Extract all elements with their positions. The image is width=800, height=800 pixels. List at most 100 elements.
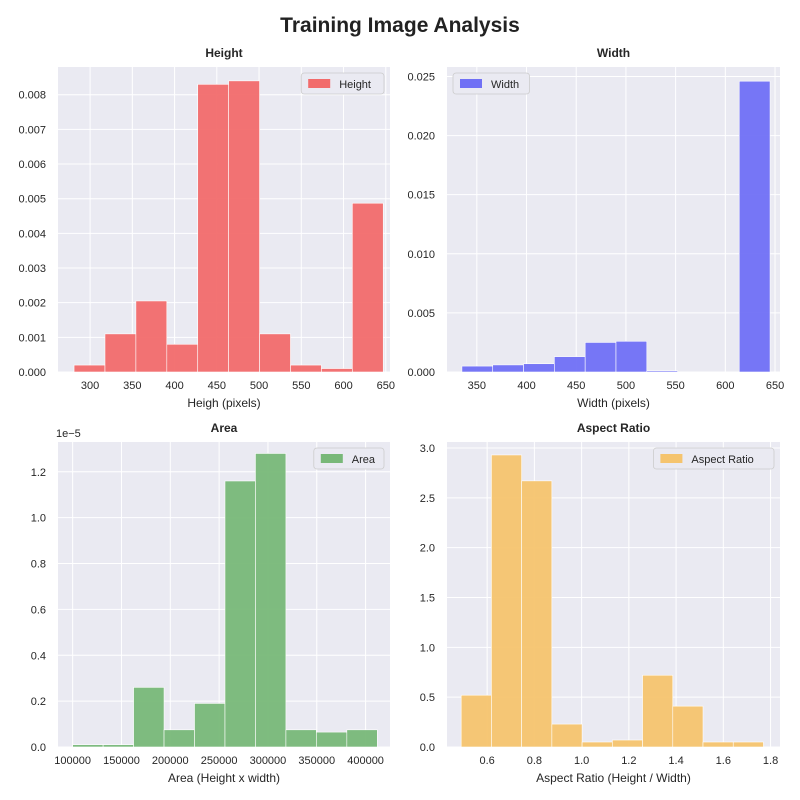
x-tick-label: 1.6: [716, 755, 731, 767]
x-tick-label: 0.6: [480, 755, 495, 767]
histogram-bar: [73, 364, 106, 373]
histogram-bar: [612, 739, 643, 748]
subplot-3: 100000 150000 200000 250000 300000 350000 4000…: [31, 421, 390, 785]
y-tick-label: 0.4: [31, 650, 46, 662]
x-tick-label: 350: [468, 380, 486, 392]
histogram-bar: [491, 454, 522, 748]
subplot-title: Aspect Ratio: [577, 421, 650, 435]
histogram-bar: [738, 80, 771, 373]
legend-swatch: [460, 79, 482, 88]
legend-label: Aspect Ratio: [691, 454, 753, 466]
x-axis-label: Heigh (pixels): [187, 396, 260, 410]
plot-area: [58, 442, 390, 747]
legend-box: [452, 72, 530, 95]
histogram-bar: [461, 365, 494, 373]
y-tick-label: 0.002: [18, 298, 46, 310]
y-tick-label: 0.010: [407, 249, 435, 261]
x-tick-label: 650: [766, 380, 784, 392]
y-tick-label: 0.005: [18, 194, 46, 206]
legend-label: Area: [352, 454, 376, 466]
histogram-bar: [352, 202, 384, 373]
x-tick-label: 1.4: [668, 755, 683, 767]
x-tick-label: 550: [292, 380, 310, 392]
histogram-bar: [133, 687, 165, 748]
legend-label: Width: [491, 79, 519, 91]
x-tick-label: 400: [517, 380, 535, 392]
x-tick-label: 300: [81, 380, 99, 392]
y-tick-label: 1.2: [31, 467, 46, 479]
x-tick-label: 600: [334, 380, 352, 392]
legend-swatch: [660, 454, 683, 463]
x-tick-label: 200000: [152, 755, 189, 767]
subplot-title: Height: [205, 46, 242, 60]
subplots: 300 350 400 450 500 550 600 650 0.000 0.001 0.002 0…: [18, 46, 784, 785]
x-tick-label: 1.2: [621, 755, 636, 767]
legend: Width: [452, 72, 530, 95]
histogram-bar: [194, 703, 226, 748]
y-tick-label: 0.006: [18, 159, 46, 171]
x-tick-label: 1.0: [574, 755, 589, 767]
plot-area: [447, 67, 780, 372]
legend-swatch: [320, 454, 343, 463]
y-tick-label: 0.8: [31, 559, 46, 571]
y-tick-label: 1.0: [31, 513, 46, 525]
legend-swatch: [308, 79, 331, 88]
legend: Area: [313, 447, 385, 470]
y-tick-label: 2.5: [420, 493, 435, 505]
x-tick-label: 150000: [103, 755, 140, 767]
histogram-bar: [255, 453, 287, 748]
legend: Height: [300, 72, 385, 95]
histogram-bar: [521, 480, 553, 748]
x-tick-label: 300000: [250, 755, 287, 767]
y-tick-label: 0.2: [31, 696, 46, 708]
histogram-bar: [197, 84, 229, 373]
histogram-bar: [702, 741, 734, 748]
y-tick-label: 0.0: [420, 742, 435, 754]
subplot-title: Area: [211, 421, 238, 435]
histogram-bar: [224, 480, 256, 748]
x-tick-label: 550: [666, 380, 684, 392]
histogram-bar: [581, 741, 613, 748]
subplot-title: Width: [597, 46, 630, 60]
histogram-bar: [285, 729, 317, 748]
histogram-bar: [163, 729, 195, 748]
x-axis-label: Area (Height x width): [168, 771, 280, 785]
histogram-bar: [72, 744, 104, 748]
y-tick-label: 0.020: [407, 131, 435, 143]
histogram-bar: [732, 741, 764, 748]
histogram-bar: [135, 300, 168, 373]
x-tick-label: 500: [617, 380, 635, 392]
y-offset-label: 1e−5: [56, 428, 81, 440]
y-tick-label: 2.0: [420, 543, 435, 555]
x-tick-label: 400000: [347, 755, 384, 767]
subplot-1: 300 350 400 450 500 550 600 650 0.000 0.001 0.002 0…: [18, 46, 394, 410]
histogram-bar: [321, 368, 353, 373]
y-tick-label: 0.6: [31, 604, 46, 616]
histogram-bar: [228, 80, 260, 373]
y-tick-label: 1.0: [420, 642, 435, 654]
x-axis-label: Aspect Ratio (Height / Width): [536, 771, 691, 785]
histogram-bar: [460, 694, 492, 748]
histogram-bar: [259, 333, 291, 373]
histogram-bar: [290, 364, 322, 373]
x-tick-label: 600: [716, 380, 734, 392]
y-tick-label: 3.0: [420, 443, 435, 455]
y-tick-label: 0.007: [18, 124, 46, 136]
x-axis-label: Width (pixels): [577, 396, 650, 410]
histogram-bar: [104, 333, 137, 373]
y-tick-label: 0.004: [18, 228, 46, 240]
y-tick-label: 0.000: [407, 367, 435, 379]
y-tick-label: 0.5: [420, 692, 435, 704]
x-tick-label: 650: [377, 380, 395, 392]
histogram-bar: [523, 363, 555, 373]
y-tick-label: 0.025: [407, 71, 435, 83]
histogram-bar: [102, 744, 134, 748]
x-tick-label: 350000: [298, 755, 335, 767]
histogram-bar: [346, 729, 378, 748]
histogram-bar: [492, 364, 524, 373]
legend-box: [313, 447, 385, 470]
x-tick-label: 400: [165, 380, 183, 392]
x-tick-label: 0.8: [527, 755, 542, 767]
histogram-bar: [316, 731, 348, 748]
